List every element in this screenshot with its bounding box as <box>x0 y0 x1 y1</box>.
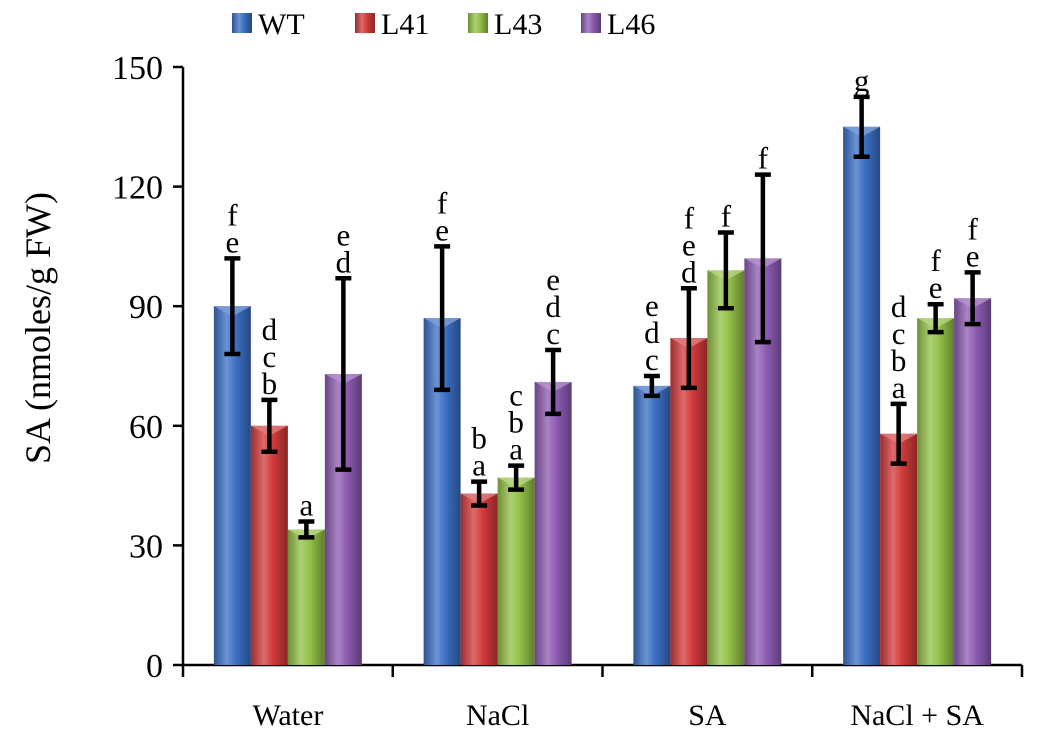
legend-label: L46 <box>607 8 655 41</box>
significance-letter: f <box>758 141 769 176</box>
significance-letter: e <box>645 288 659 323</box>
y-tick-label: 60 <box>129 409 163 446</box>
bar-l43-sa <box>707 270 745 665</box>
legend-label: L43 <box>494 8 542 41</box>
bar-l46-nacl <box>534 381 572 665</box>
legend-label: WT <box>258 8 305 41</box>
significance-letter: b <box>891 343 907 378</box>
significance-letter: c <box>645 342 659 377</box>
bar-l41-sa <box>670 338 708 665</box>
significance-letter: f <box>930 243 941 278</box>
significance-letter: f <box>684 200 695 235</box>
bar-wt-nacl-sa <box>843 126 881 666</box>
significance-letter: g <box>854 63 870 98</box>
significance-letter: e <box>225 224 239 259</box>
legend-swatch <box>468 13 488 33</box>
significance-letter: e <box>966 238 980 273</box>
chart-legend: WT L41 L43 L46 <box>232 8 655 41</box>
y-tick-label: 30 <box>129 528 163 565</box>
significance-letter: f <box>967 211 978 246</box>
significance-letter: b <box>508 405 524 440</box>
significance-letter: d <box>262 312 278 347</box>
significance-letter: c <box>892 316 906 351</box>
legend-item-l43: L43 <box>468 8 542 41</box>
significance-letter: d <box>545 289 561 324</box>
significance-letter: a <box>509 432 523 467</box>
x-tick-label: NaCl <box>466 699 529 732</box>
significance-letter: c <box>262 339 276 374</box>
legend-swatch <box>232 13 252 33</box>
significance-letter: d <box>644 315 660 350</box>
significance-letter: f <box>721 198 732 233</box>
significance-letter: b <box>471 421 487 456</box>
significance-letter: c <box>546 316 560 351</box>
y-axis-label: SA (nmoles/g FW) <box>18 192 58 464</box>
bar-l43-nacl-sa <box>917 318 955 665</box>
significance-letter: b <box>262 366 278 401</box>
significance-letter: e <box>435 212 449 247</box>
significance-letter: a <box>472 448 486 483</box>
significance-letter: a <box>892 370 906 405</box>
bar-l43-nacl <box>497 477 535 665</box>
bar-wt-sa <box>633 385 671 665</box>
significance-letter: c <box>509 378 523 413</box>
y-tick-label: 0 <box>146 648 163 685</box>
significance-letter: e <box>546 262 560 297</box>
significance-letter: a <box>299 487 313 522</box>
significance-letter: d <box>891 289 907 324</box>
bar-l41-nacl-sa <box>880 433 918 665</box>
legend-swatch <box>355 13 375 33</box>
significance-letter: e <box>682 227 696 262</box>
legend-item-wt: WT <box>232 8 305 41</box>
bar-l46-nacl-sa <box>954 298 992 665</box>
bar-wt-water <box>213 306 251 665</box>
y-tick-label: 90 <box>129 289 163 326</box>
x-tick-label: Water <box>252 699 323 732</box>
y-tick-label: 150 <box>112 50 163 87</box>
legend-item-l46: L46 <box>581 8 655 41</box>
significance-letter: e <box>929 270 943 305</box>
legend-label: L41 <box>381 8 429 41</box>
y-tick-label: 120 <box>112 170 163 207</box>
x-tick-label: NaCl + SA <box>850 699 984 732</box>
bar-l41-water <box>250 425 288 665</box>
significance-letter: d <box>681 254 697 289</box>
legend-swatch <box>581 13 601 33</box>
x-tick-label: SA <box>688 699 727 732</box>
significance-letter: e <box>336 217 350 252</box>
legend-item-l41: L41 <box>355 8 429 41</box>
bar-l41-nacl <box>460 493 498 665</box>
significance-letter: d <box>336 244 352 279</box>
significance-letter: f <box>437 185 448 220</box>
bar-l43-water <box>287 529 325 665</box>
significance-letter: f <box>227 197 238 232</box>
